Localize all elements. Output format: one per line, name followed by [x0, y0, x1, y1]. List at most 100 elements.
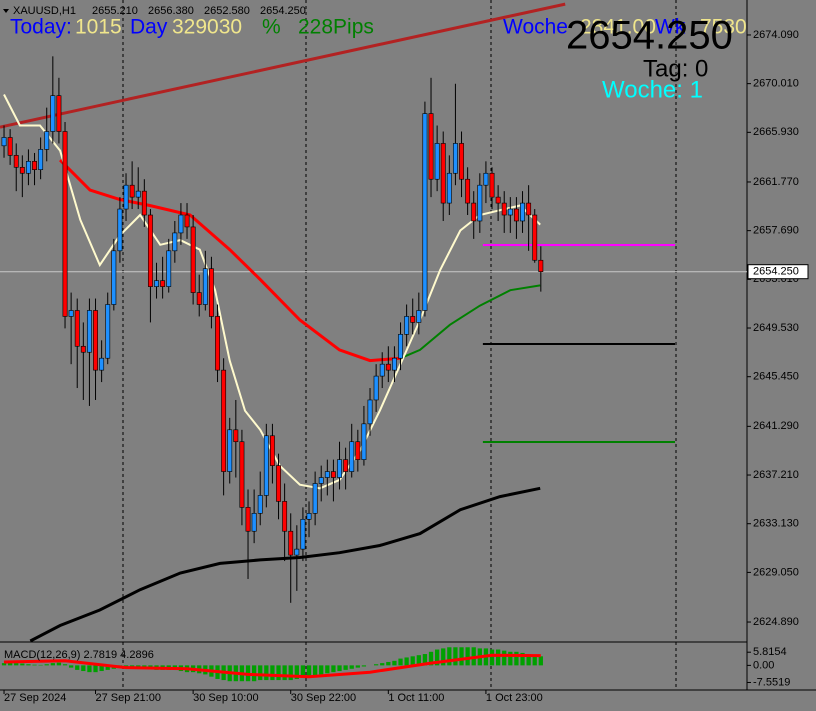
- x-tick-label: 30 Sep 22:00: [291, 692, 356, 704]
- indicator-line: [3, 94, 541, 490]
- candle-body: [379, 363, 385, 377]
- macd-bar: [380, 663, 385, 666]
- y-tick-label: 2665.930: [753, 126, 799, 138]
- indicator-line: [400, 284, 541, 360]
- candle-body: [434, 143, 440, 180]
- macd-bar: [331, 665, 336, 673]
- candle-body: [135, 190, 141, 198]
- candle-body: [62, 131, 68, 317]
- macd-bar: [306, 665, 312, 677]
- overlay-text: 7530: [700, 16, 747, 39]
- candle-body: [38, 149, 44, 170]
- candle-body: [32, 161, 37, 170]
- candle-body: [74, 310, 80, 347]
- y-tick-label: 2645.450: [753, 371, 799, 383]
- macd-bar: [441, 648, 446, 666]
- candle-body: [86, 310, 92, 353]
- candle-body: [80, 345, 86, 353]
- macd-bar: [508, 651, 513, 666]
- candle-body: [398, 334, 403, 359]
- candle-body: [111, 250, 117, 305]
- candle-body: [208, 268, 214, 317]
- candle-body: [233, 429, 239, 443]
- candle-body: [385, 363, 391, 371]
- candle-body: [330, 471, 336, 478]
- candle-body: [105, 304, 111, 359]
- x-tick-label: 27 Sep 21:00: [96, 692, 161, 704]
- indicator-line: [0, 2, 566, 129]
- macd-label: MACD(12,26,9) 2.7819 4.2896: [4, 649, 154, 661]
- candle-body: [410, 316, 416, 323]
- candle-body: [147, 214, 153, 287]
- candle-body: [520, 202, 525, 222]
- macd-bar: [270, 665, 275, 681]
- candle-body: [282, 501, 288, 532]
- candle-body: [141, 190, 147, 216]
- candle-body: [428, 113, 434, 180]
- macd-bar: [520, 652, 525, 666]
- candle-body: [202, 268, 208, 305]
- x-tick-label: 1 Oct 11:00: [388, 692, 444, 704]
- macd-bar: [349, 665, 354, 669]
- candle-body: [465, 178, 471, 204]
- macd-bar: [386, 661, 391, 666]
- indicator-line: [59, 159, 401, 363]
- candle-body: [50, 95, 56, 132]
- candle-body: [343, 459, 349, 472]
- candle-body: [56, 95, 62, 132]
- candle-body: [215, 316, 220, 371]
- candle-body: [483, 172, 489, 186]
- macd-bar: [422, 654, 428, 666]
- candle-body: [196, 292, 202, 305]
- y-tick-label: 2641.290: [753, 420, 799, 432]
- macd-bar: [44, 664, 49, 666]
- macd-bar: [489, 649, 495, 666]
- candle-body: [452, 143, 458, 174]
- woche-text: Woche: 1: [602, 76, 703, 103]
- y-tick-label: 2637.210: [753, 469, 799, 481]
- candle-body: [251, 513, 257, 532]
- candle-body: [471, 202, 477, 222]
- header-high: 2656.380: [148, 5, 194, 17]
- overlay-text: Woche: [503, 16, 568, 39]
- header-close: 2654.250: [260, 5, 306, 17]
- candle-body: [306, 513, 312, 520]
- y-tick-label: 2657.690: [753, 225, 799, 237]
- macd-bar: [343, 665, 348, 670]
- macd-signal: [3, 653, 541, 679]
- candle-body: [459, 143, 464, 180]
- candle-body: [117, 208, 123, 252]
- macd-bar: [337, 665, 342, 672]
- candle-body: [129, 184, 135, 198]
- candle-body: [349, 441, 355, 472]
- candle-body: [318, 477, 324, 484]
- current-price-label: 2654.250: [753, 266, 799, 278]
- candle-body: [25, 161, 31, 174]
- candle-body: [178, 214, 184, 234]
- candle-body: [184, 214, 190, 228]
- macd-bar: [1, 663, 7, 666]
- macd-bar: [20, 663, 25, 666]
- candle-body: [190, 226, 196, 293]
- y-tick-label: 2649.530: [753, 322, 799, 334]
- macd-bar: [50, 663, 55, 666]
- macd-bar: [502, 650, 507, 666]
- overlay-text: Day: [130, 16, 168, 39]
- candle-body: [276, 465, 281, 502]
- overlay-text: 228Pips: [298, 16, 374, 39]
- candle-body: [477, 184, 483, 222]
- overlay-text: 1015: [75, 16, 122, 39]
- tag-text: Tag: 0: [643, 55, 708, 82]
- macd-bar: [62, 664, 68, 666]
- macd-bar: [81, 665, 86, 672]
- candle-body: [367, 399, 373, 425]
- candle-body: [489, 172, 495, 198]
- candle-body: [288, 530, 294, 556]
- macd-bar: [294, 665, 299, 679]
- macd-bar: [264, 665, 269, 681]
- overlay-text: 329030: [172, 16, 242, 39]
- overlay-text: %: [262, 16, 281, 39]
- candle-body: [160, 280, 166, 287]
- candle-body: [300, 518, 306, 550]
